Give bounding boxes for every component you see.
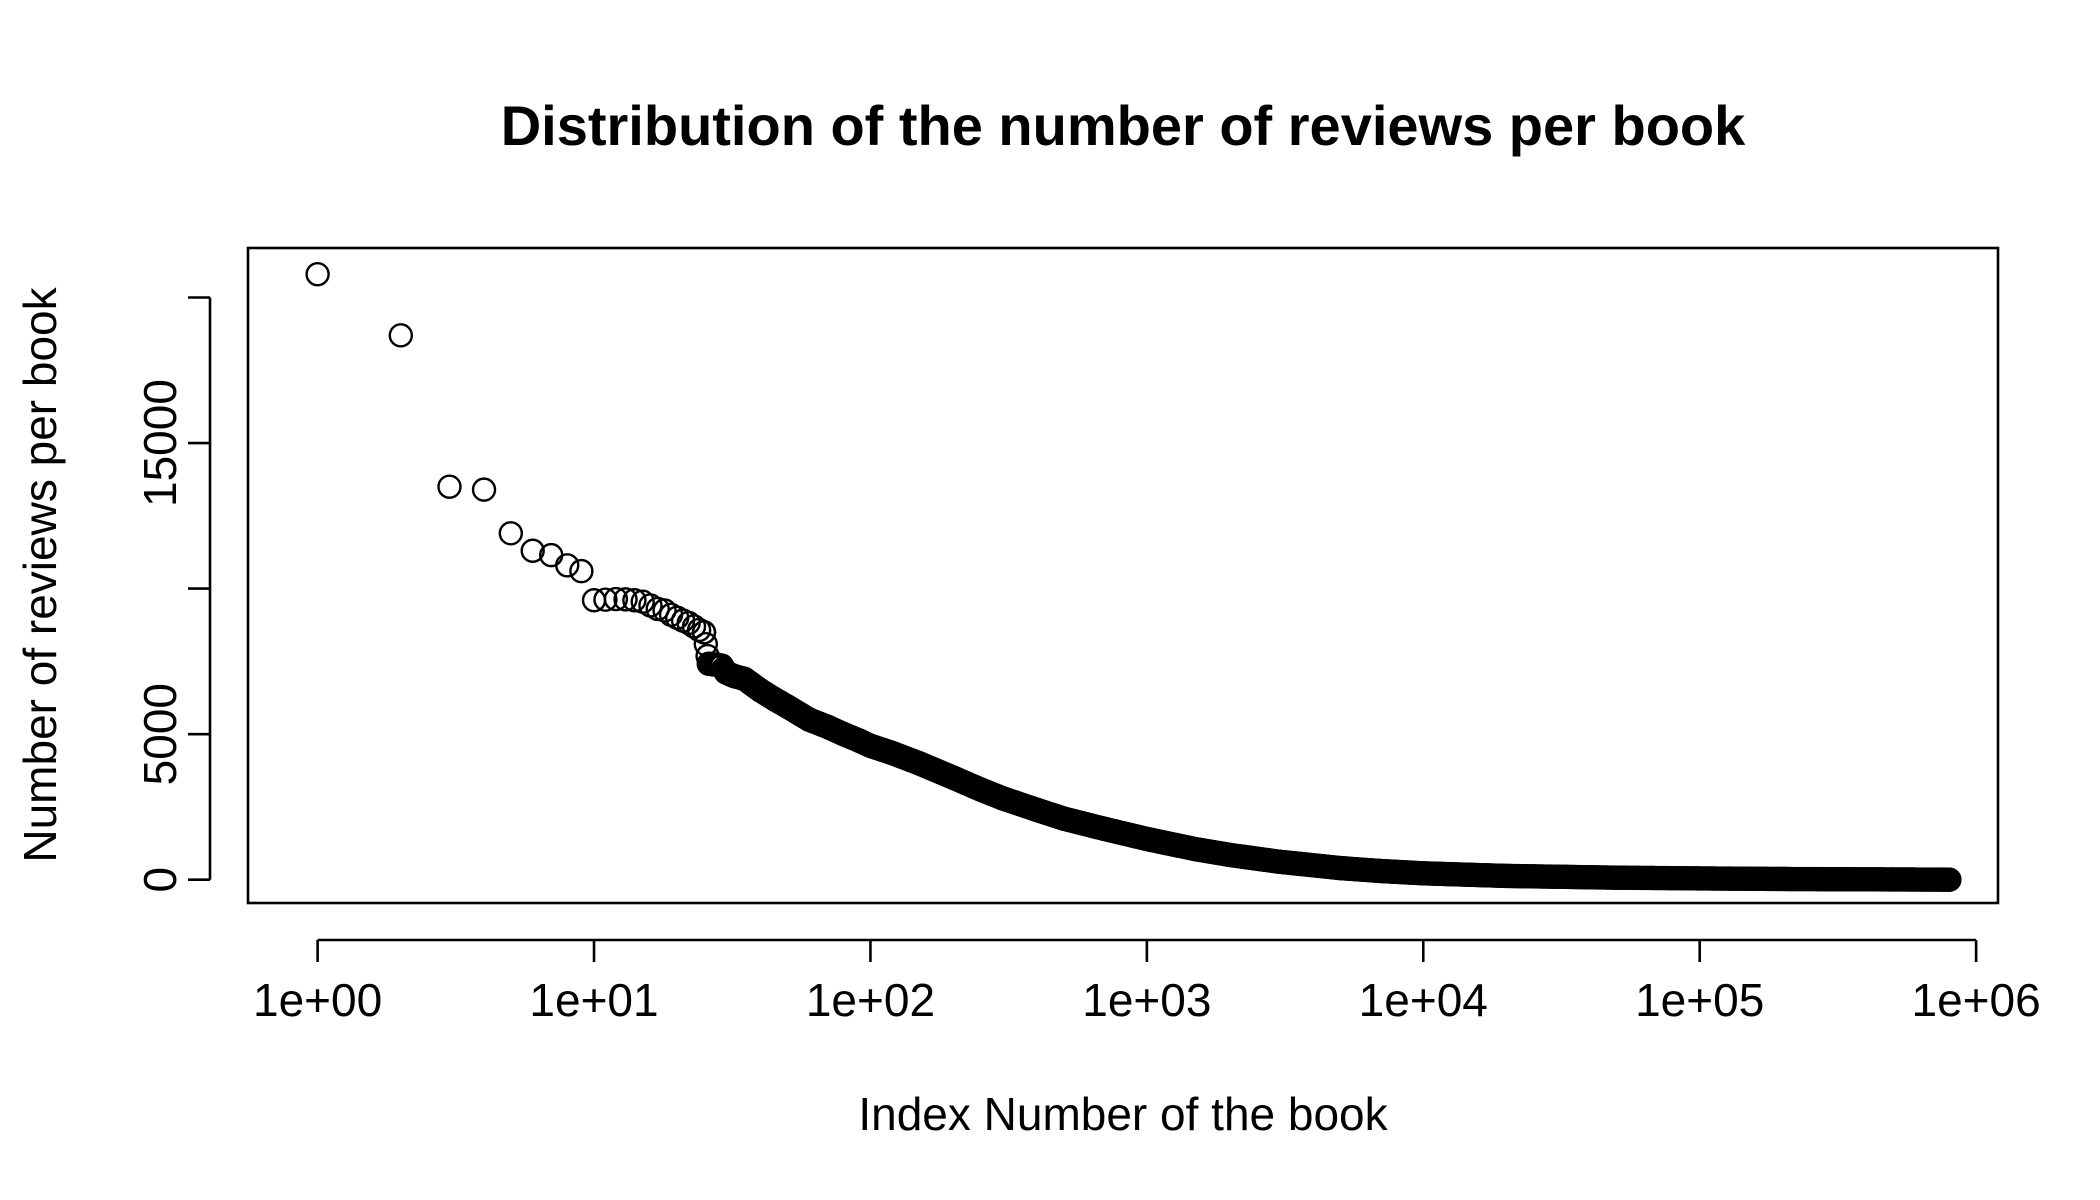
data-point	[569, 558, 594, 584]
x-tick-label: 1e+06	[1912, 974, 2041, 1026]
data-point	[652, 598, 677, 623]
y-tick-label: 5000	[134, 683, 186, 785]
data-point	[471, 477, 497, 502]
y-tick-label: 15000	[134, 379, 186, 507]
x-axis: 1e+00 1e+01 1e+02 1e+03 1e+04 1e+05 1e+06	[253, 938, 2041, 1026]
x-tick-label: 1e+03	[1082, 974, 1211, 1026]
data-point	[555, 553, 580, 578]
chart-title: Distribution of the number of reviews pe…	[501, 94, 1746, 157]
x-axis-label: Index Number of the book	[858, 1088, 1388, 1140]
data-point	[498, 521, 524, 546]
data-point	[603, 586, 629, 612]
data-point	[388, 323, 414, 348]
x-tick-label: 1e+02	[806, 974, 935, 1026]
data-points	[305, 262, 1962, 892]
plot-frame	[246, 246, 2000, 905]
data-point	[520, 538, 545, 563]
data-point	[1937, 867, 1962, 892]
data-point	[691, 620, 717, 645]
y-axis: 0 5000 15000	[134, 296, 212, 893]
x-tick-label: 1e+05	[1635, 974, 1764, 1026]
data-point	[437, 474, 462, 499]
x-tick-label: 1e+04	[1359, 974, 1488, 1026]
data-point	[593, 587, 618, 612]
y-axis-label: Number of reviews per book	[14, 286, 66, 862]
data-point	[305, 262, 330, 287]
data-point	[613, 587, 638, 612]
data-point	[622, 588, 647, 613]
x-tick-label: 1e+01	[529, 974, 658, 1026]
x-tick-label: 1e+00	[253, 974, 382, 1026]
y-tick-label: 0	[134, 867, 186, 893]
